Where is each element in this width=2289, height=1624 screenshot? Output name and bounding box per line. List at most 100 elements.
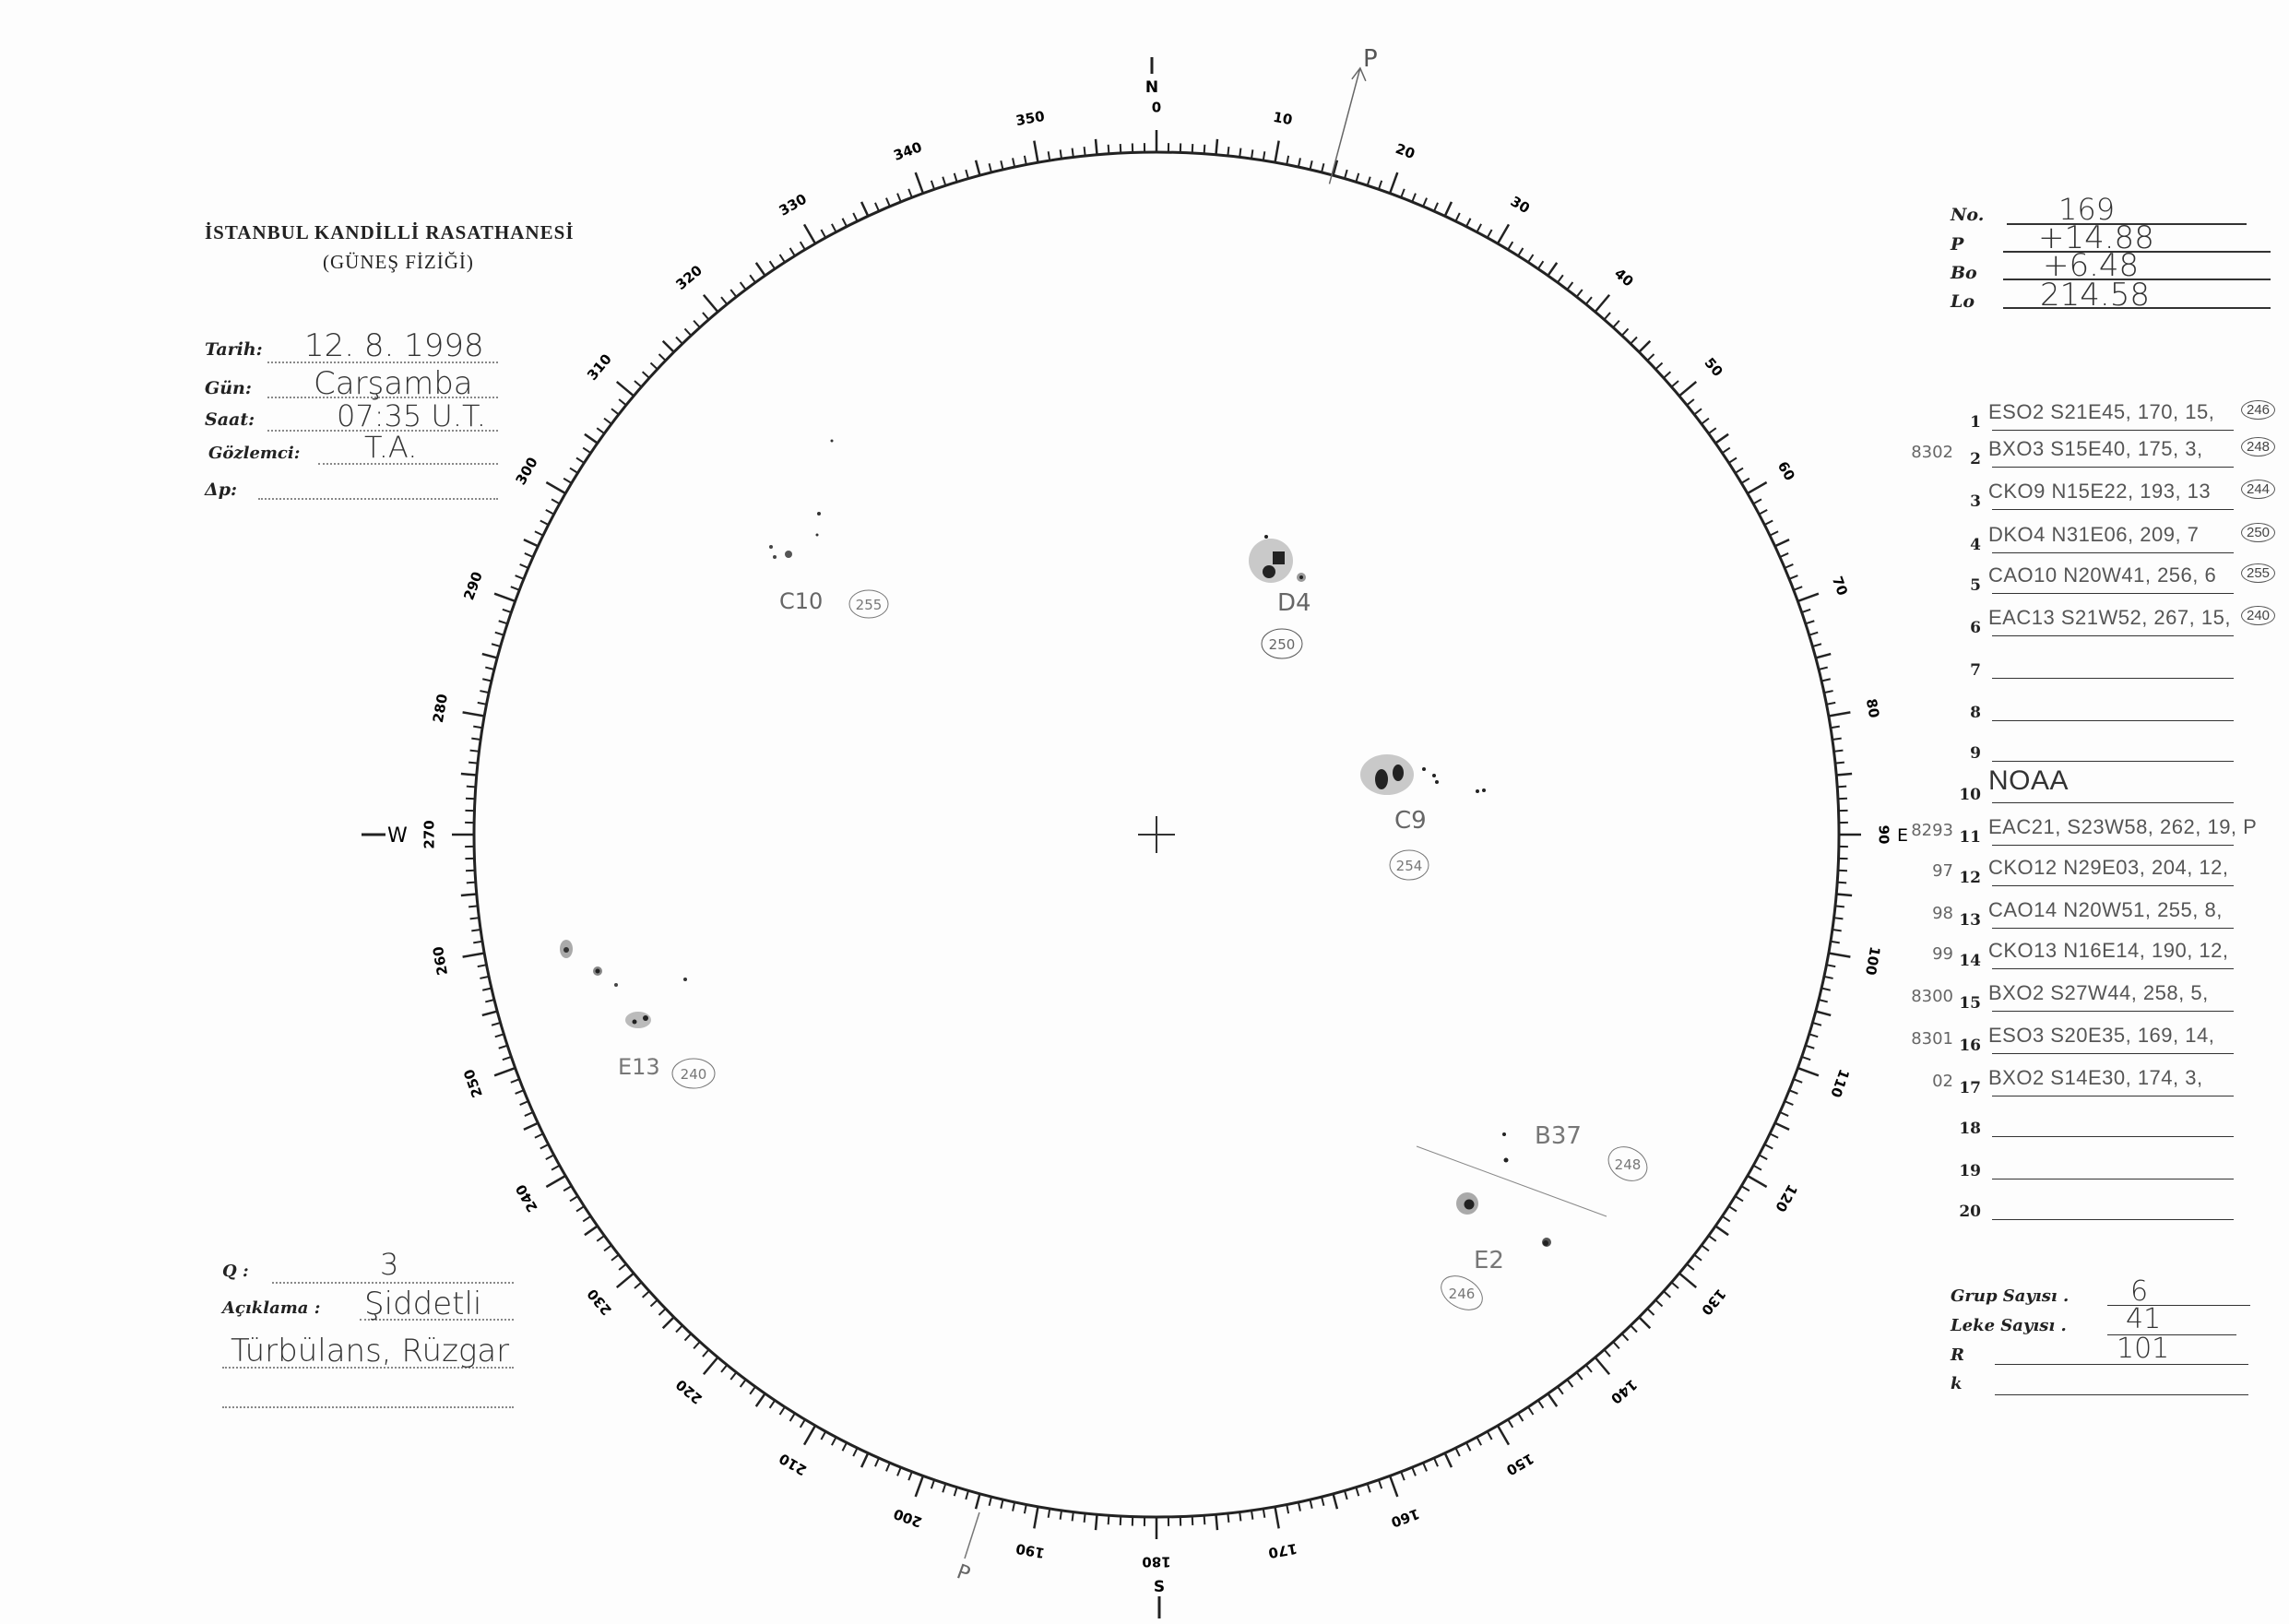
noaa-number-note: 8302 bbox=[1911, 443, 1953, 462]
degree-tick bbox=[1486, 229, 1493, 239]
date-line bbox=[267, 362, 498, 363]
degree-tick bbox=[485, 666, 495, 670]
degree-tick bbox=[1774, 1121, 1790, 1132]
no-value: 169 bbox=[2058, 192, 2116, 227]
degree-tick bbox=[460, 772, 477, 776]
comment-value-2: Türbülans, Rüzgar bbox=[231, 1333, 510, 1369]
degree-tick bbox=[720, 296, 729, 305]
sunspot-group-d4 bbox=[1249, 535, 1306, 583]
degree-tick bbox=[582, 1215, 592, 1223]
degree-tick bbox=[551, 498, 561, 505]
degree-tick bbox=[502, 608, 512, 614]
degree-tick bbox=[1366, 1483, 1371, 1493]
degree-tick bbox=[1191, 1515, 1194, 1526]
degree-tick bbox=[831, 1436, 837, 1446]
degree-label: 280 bbox=[430, 693, 451, 724]
degree-tick bbox=[634, 380, 643, 388]
degree-tick bbox=[802, 1425, 817, 1446]
comment-value-1: Şiddetli bbox=[364, 1286, 482, 1322]
degree-tick bbox=[545, 480, 566, 495]
degree-tick bbox=[896, 1466, 902, 1476]
degree-tick bbox=[1309, 1499, 1313, 1510]
degree-tick bbox=[799, 1418, 806, 1428]
degree-tick bbox=[523, 538, 539, 548]
degree-tick bbox=[1584, 296, 1593, 305]
row-number: 11 bbox=[1959, 828, 1981, 847]
degree-tick bbox=[1603, 312, 1611, 321]
degree-tick bbox=[1344, 169, 1348, 179]
degree-tick bbox=[575, 1205, 585, 1213]
degree-tick bbox=[1033, 140, 1039, 163]
degree-tick bbox=[1620, 1333, 1630, 1342]
row-line bbox=[1992, 720, 2234, 721]
circled-b37 bbox=[1607, 1146, 1648, 1181]
row-line bbox=[1992, 968, 2234, 969]
degree-tick bbox=[1836, 893, 1853, 897]
degree-tick bbox=[471, 737, 481, 741]
q-label: Q : bbox=[222, 1262, 249, 1281]
degree-tick bbox=[481, 987, 492, 991]
degree-tick bbox=[1344, 1490, 1348, 1500]
row-line bbox=[1992, 928, 2234, 929]
degree-label: 320 bbox=[672, 262, 706, 293]
noaa-number-note: 98 bbox=[1932, 904, 1953, 923]
degree-tick bbox=[874, 1457, 880, 1467]
p-axis-label-south: P bbox=[954, 1560, 973, 1586]
degree-tick bbox=[1646, 353, 1655, 362]
degree-label: 300 bbox=[513, 455, 541, 488]
row-number: 13 bbox=[1959, 911, 1981, 930]
observer-value: T.A. bbox=[364, 430, 418, 465]
degree-tick bbox=[469, 749, 480, 753]
degree-label: 110 bbox=[1827, 1067, 1853, 1100]
row-line bbox=[1992, 1219, 2234, 1220]
row-number: 15 bbox=[1959, 994, 1981, 1013]
degree-tick bbox=[1476, 223, 1482, 233]
degree-tick bbox=[1638, 339, 1652, 353]
row-number: 18 bbox=[1959, 1120, 1981, 1138]
degree-tick bbox=[563, 1185, 573, 1192]
no-label: No. bbox=[1951, 205, 1985, 225]
degree-tick bbox=[1332, 1493, 1339, 1510]
degree-tick bbox=[778, 254, 786, 263]
p-axis-marker bbox=[1328, 66, 1367, 184]
degree-tick bbox=[841, 218, 848, 228]
degree-tick bbox=[471, 928, 481, 932]
degree-tick bbox=[1411, 1466, 1417, 1476]
circled-carrington-value: 255 bbox=[2241, 563, 2276, 583]
comment-line-1 bbox=[360, 1319, 514, 1321]
degree-tick bbox=[1833, 749, 1844, 753]
degree-tick bbox=[754, 1393, 766, 1407]
solar-limb bbox=[472, 150, 1841, 1519]
group-entry: CKO13 N16E14, 190, 12, bbox=[1988, 939, 2229, 962]
degree-label: 310 bbox=[584, 350, 615, 384]
degree-tick bbox=[1594, 1357, 1611, 1376]
degree-tick bbox=[702, 312, 710, 321]
spot-count-label: Leke Sayısı . bbox=[1951, 1316, 2067, 1335]
degree-tick bbox=[466, 785, 476, 788]
degree-label: 90 bbox=[1876, 825, 1892, 845]
degree-tick bbox=[523, 1121, 539, 1132]
degree-tick bbox=[1758, 509, 1768, 516]
degree-tick bbox=[1400, 1471, 1405, 1481]
degree-tick bbox=[493, 592, 516, 603]
degree-tick bbox=[1708, 1235, 1717, 1242]
degree-label: 80 bbox=[1863, 697, 1882, 719]
r-line bbox=[1995, 1364, 2248, 1365]
p-line bbox=[2003, 251, 2271, 253]
degree-tick bbox=[460, 893, 477, 897]
degree-tick bbox=[1728, 1205, 1738, 1213]
group-entry: CAO14 N20W51, 255, 8, bbox=[1988, 898, 2223, 921]
comment-label: Açıklama : bbox=[222, 1298, 321, 1318]
degree-tick bbox=[540, 1144, 550, 1150]
degree-label: 270 bbox=[421, 820, 438, 848]
degree-tick bbox=[1837, 797, 1848, 800]
degree-tick bbox=[515, 1089, 525, 1095]
circled-carrington-value: 244 bbox=[2241, 480, 2276, 499]
degree-tick bbox=[1821, 987, 1832, 991]
circled-c10 bbox=[848, 589, 889, 619]
degree-tick bbox=[480, 690, 490, 694]
degree-tick bbox=[1823, 690, 1833, 694]
group-label-d4: D4 bbox=[1277, 589, 1311, 617]
group-label-c9: C9 bbox=[1394, 807, 1427, 835]
row-line bbox=[1992, 1053, 2234, 1054]
